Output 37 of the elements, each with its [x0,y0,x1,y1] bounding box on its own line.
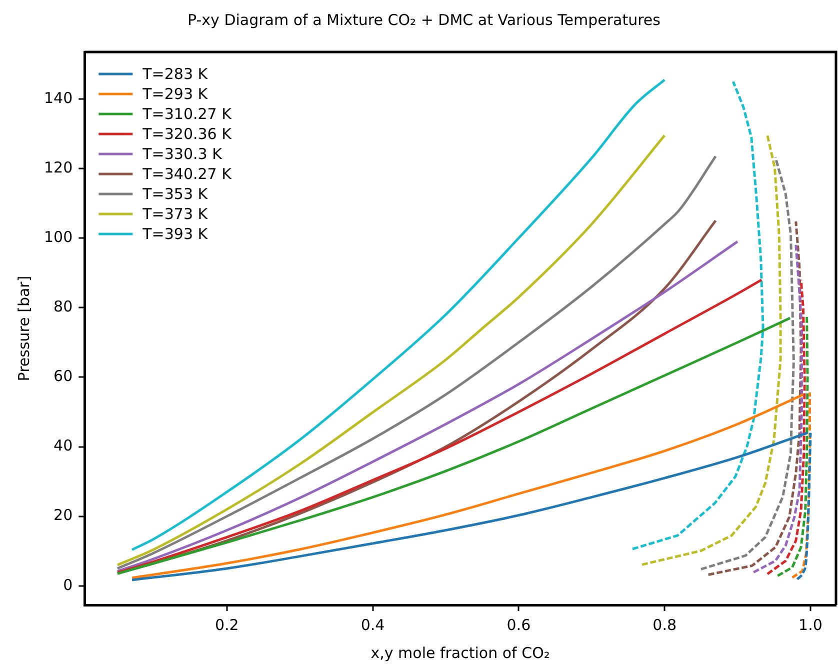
line-series [116,316,792,575]
line-series [790,391,811,579]
x-tick-label: 0.2 [214,616,239,634]
line-series [700,156,795,570]
x-tick-label: 0.6 [506,616,531,634]
line-series [776,316,809,578]
line-series [130,393,804,580]
y-tick-label: 80 [54,298,73,316]
legend-label: T=283 K [142,64,209,83]
legend-label: T=310.27 K [142,104,233,123]
legend-label: T=393 K [142,224,209,243]
y-tick-label: 40 [54,436,73,455]
legend-label: T=330.3 K [142,144,224,163]
line-series [752,244,803,574]
legend-label: T=340.27 K [142,164,233,183]
x-axis-title: x,y mole fraction of CO₂ [370,644,550,662]
legend-label: T=320.36 K [142,124,233,143]
y-tick-label: 100 [44,228,73,246]
line-series [640,134,782,566]
y-axis-title: Pressure [bar] [14,276,33,382]
y-tick-label: 0 [63,576,73,594]
y-tick-label: 20 [54,506,73,524]
line-series [766,278,806,576]
line-series [130,432,809,582]
legend-label: T=373 K [142,204,209,223]
line-series [707,220,802,576]
line-series [631,80,764,550]
y-tick-label: 60 [54,367,73,386]
legend-label: T=353 K [142,184,209,203]
legend-label: T=293 K [142,84,209,103]
y-tick-label: 120 [44,158,73,176]
x-tick-label: 0.4 [360,616,385,634]
chart-title: P-xy Diagram of a Mixture CO₂ + DMC at Various Temperatures [188,10,661,29]
x-tick-label: 1.0 [798,616,822,634]
x-tick-label: 0.8 [652,616,676,634]
line-series [130,78,666,551]
y-tick-label: 140 [44,88,73,107]
